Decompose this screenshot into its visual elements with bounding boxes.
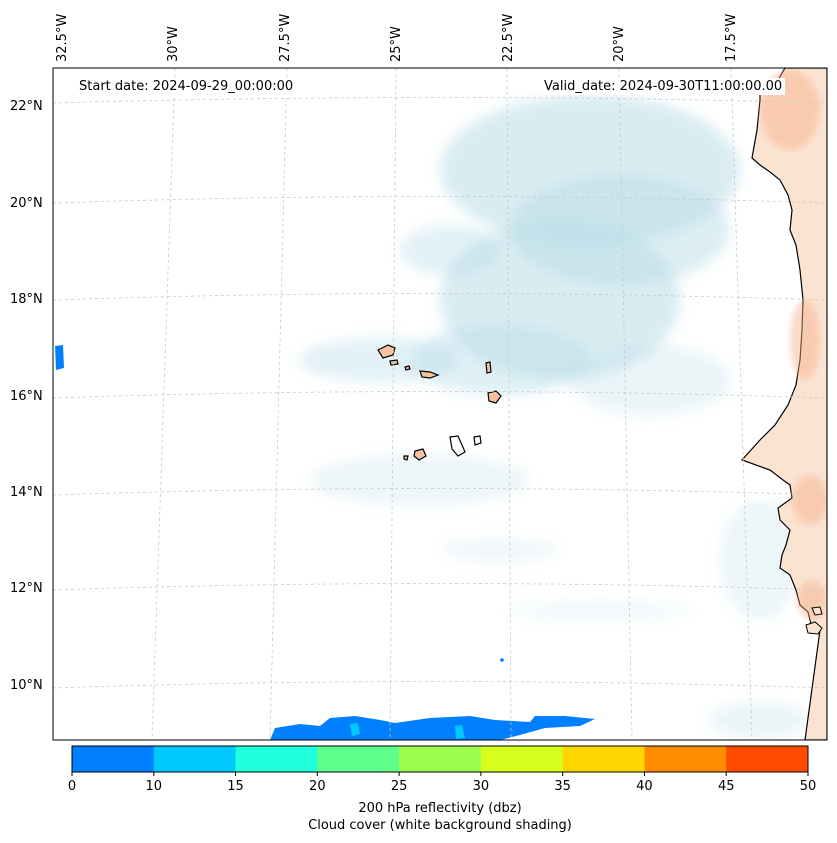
lat-label: 18°N xyxy=(10,292,43,307)
lon-label: 20°W xyxy=(612,26,627,62)
colorbar-tick-label: 20 xyxy=(309,779,326,794)
colorbar-segment xyxy=(399,746,482,772)
colorbar-tick-label: 40 xyxy=(636,779,653,794)
colorbar-tick-label: 30 xyxy=(473,779,490,794)
africa-coastline xyxy=(740,68,827,740)
colorbar-segment xyxy=(562,746,645,772)
cape-verde-islands xyxy=(377,344,502,461)
colorbar-segment xyxy=(72,746,155,772)
colorbar-segment xyxy=(235,746,318,772)
map-frame xyxy=(52,67,828,741)
lat-label: 20°N xyxy=(10,196,43,211)
map-plot-area xyxy=(53,68,827,740)
lon-label: 22.5°W xyxy=(501,14,516,62)
colorbar-tick-label: 25 xyxy=(391,779,408,794)
colorbar-title: 200 hPa reflectivity (dbz) xyxy=(358,801,522,816)
lat-label: 14°N xyxy=(10,485,43,500)
colorbar-tick-label: 0 xyxy=(68,779,76,794)
colorbar-frame xyxy=(71,745,809,773)
lon-label: 30°W xyxy=(166,26,181,62)
lon-label: 27.5°W xyxy=(278,14,293,62)
colorbar-tick-label: 50 xyxy=(800,779,817,794)
colorbar: 0 10 15 20 25 30 35 40 45 50 xyxy=(68,745,817,794)
colorbar-tick-label: 15 xyxy=(227,779,244,794)
start-date-label: Start date: 2024-09-29_00:00:00 xyxy=(76,78,297,95)
valid-date-label: Valid_date: 2024-09-30T11:00:00.00 xyxy=(541,78,786,95)
colorbar-segment xyxy=(644,746,727,772)
colorbar-tick-label: 35 xyxy=(554,779,571,794)
latitude-labels: 22°N 20°N 18°N 16°N 14°N 12°N 10°N xyxy=(10,99,43,693)
lat-label: 10°N xyxy=(10,678,43,693)
graticule-lines xyxy=(53,68,827,740)
colorbar-subtitle: Cloud cover (white background shading) xyxy=(308,818,572,833)
lon-label: 32.5°W xyxy=(55,14,70,62)
lon-label: 25°W xyxy=(389,26,404,62)
longitude-labels: 32.5°W 30°W 27.5°W 25°W 22.5°W 20°W 17.5… xyxy=(55,14,739,62)
colorbar-segment xyxy=(726,746,809,772)
lon-label: 17.5°W xyxy=(724,14,739,62)
colorbar-tick-label: 10 xyxy=(146,779,163,794)
colorbar-segment xyxy=(480,746,564,772)
lat-label: 16°N xyxy=(10,389,43,404)
colorbar-segment xyxy=(317,746,400,772)
lat-label: 12°N xyxy=(10,581,43,596)
colorbar-tick-label: 45 xyxy=(718,779,735,794)
lat-label: 22°N xyxy=(10,99,43,114)
reflectivity-contours xyxy=(55,345,595,740)
colorbar-segment xyxy=(153,746,237,772)
